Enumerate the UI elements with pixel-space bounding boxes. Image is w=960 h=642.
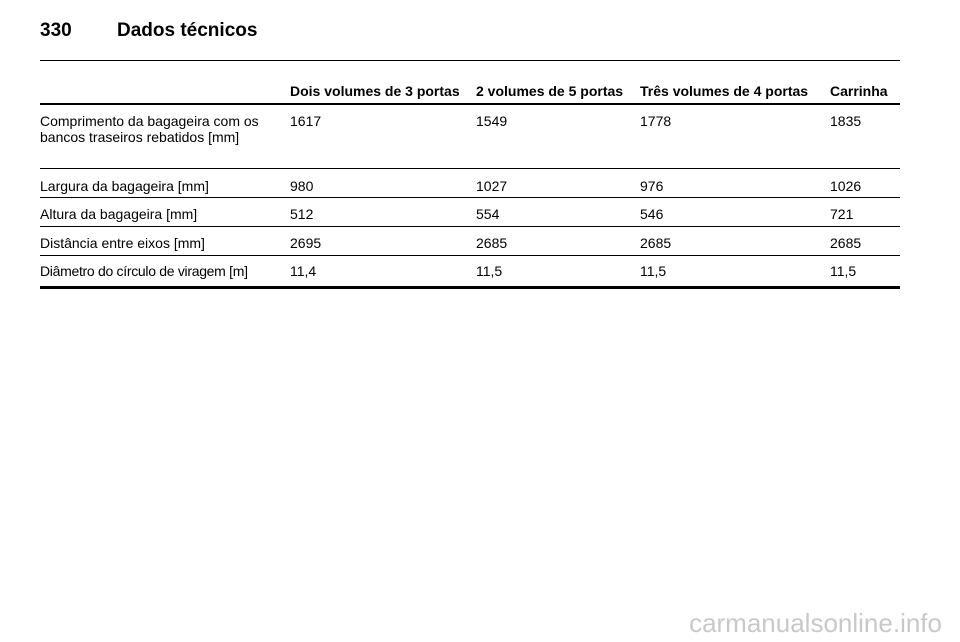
- column-header: 2 volumes de 5 portas: [476, 83, 624, 99]
- header-bottom-rule: [40, 103, 900, 105]
- table-cell: 1549: [476, 113, 508, 129]
- table-cell: 11,4: [290, 263, 317, 279]
- header-rule: [40, 60, 900, 61]
- row-label: Altura da bagageira [mm]: [40, 206, 198, 222]
- row-rule: [40, 286, 900, 289]
- watermark: carmanualsonline.info: [689, 608, 942, 638]
- table-cell: 721: [830, 206, 854, 222]
- table-cell: 1026: [830, 178, 862, 194]
- row-label: Diâmetro do círculo de viragem [m]: [40, 263, 248, 279]
- table-cell: 976: [640, 178, 664, 194]
- table-cell: 2685: [830, 235, 862, 251]
- table-cell: 2695: [290, 235, 322, 251]
- table-cell: 2685: [476, 235, 508, 251]
- table-cell: 11,5: [830, 263, 857, 279]
- table-cell: 980: [290, 178, 314, 194]
- row-rule: [40, 226, 900, 227]
- row-label: Comprimento da bagageira com os bancos t…: [40, 113, 259, 145]
- page-title: Dados técnicos: [117, 20, 258, 41]
- row-rule: [40, 197, 900, 198]
- page-number: 330: [40, 20, 72, 41]
- column-header: Dois volumes de 3 portas: [290, 83, 460, 99]
- table-cell: 1835: [830, 113, 862, 129]
- row-rule: [40, 168, 900, 169]
- table-cell: 11,5: [476, 263, 503, 279]
- table-cell: 554: [476, 206, 500, 222]
- row-label: Distância entre eixos [mm]: [40, 235, 205, 251]
- table-cell: 1617: [290, 113, 322, 129]
- row-rule: [40, 255, 900, 256]
- column-header: Três volumes de 4 portas: [640, 83, 809, 99]
- table-cell: 512: [290, 206, 314, 222]
- table-cell: 1778: [640, 113, 672, 129]
- table-cell: 2685: [640, 235, 672, 251]
- row-label: Largura da bagageira [mm]: [40, 178, 209, 194]
- table-cell: 11,5: [640, 263, 667, 279]
- column-header: Carrinha: [830, 83, 888, 99]
- table-cell: 546: [640, 206, 664, 222]
- table-cell: 1027: [476, 178, 508, 194]
